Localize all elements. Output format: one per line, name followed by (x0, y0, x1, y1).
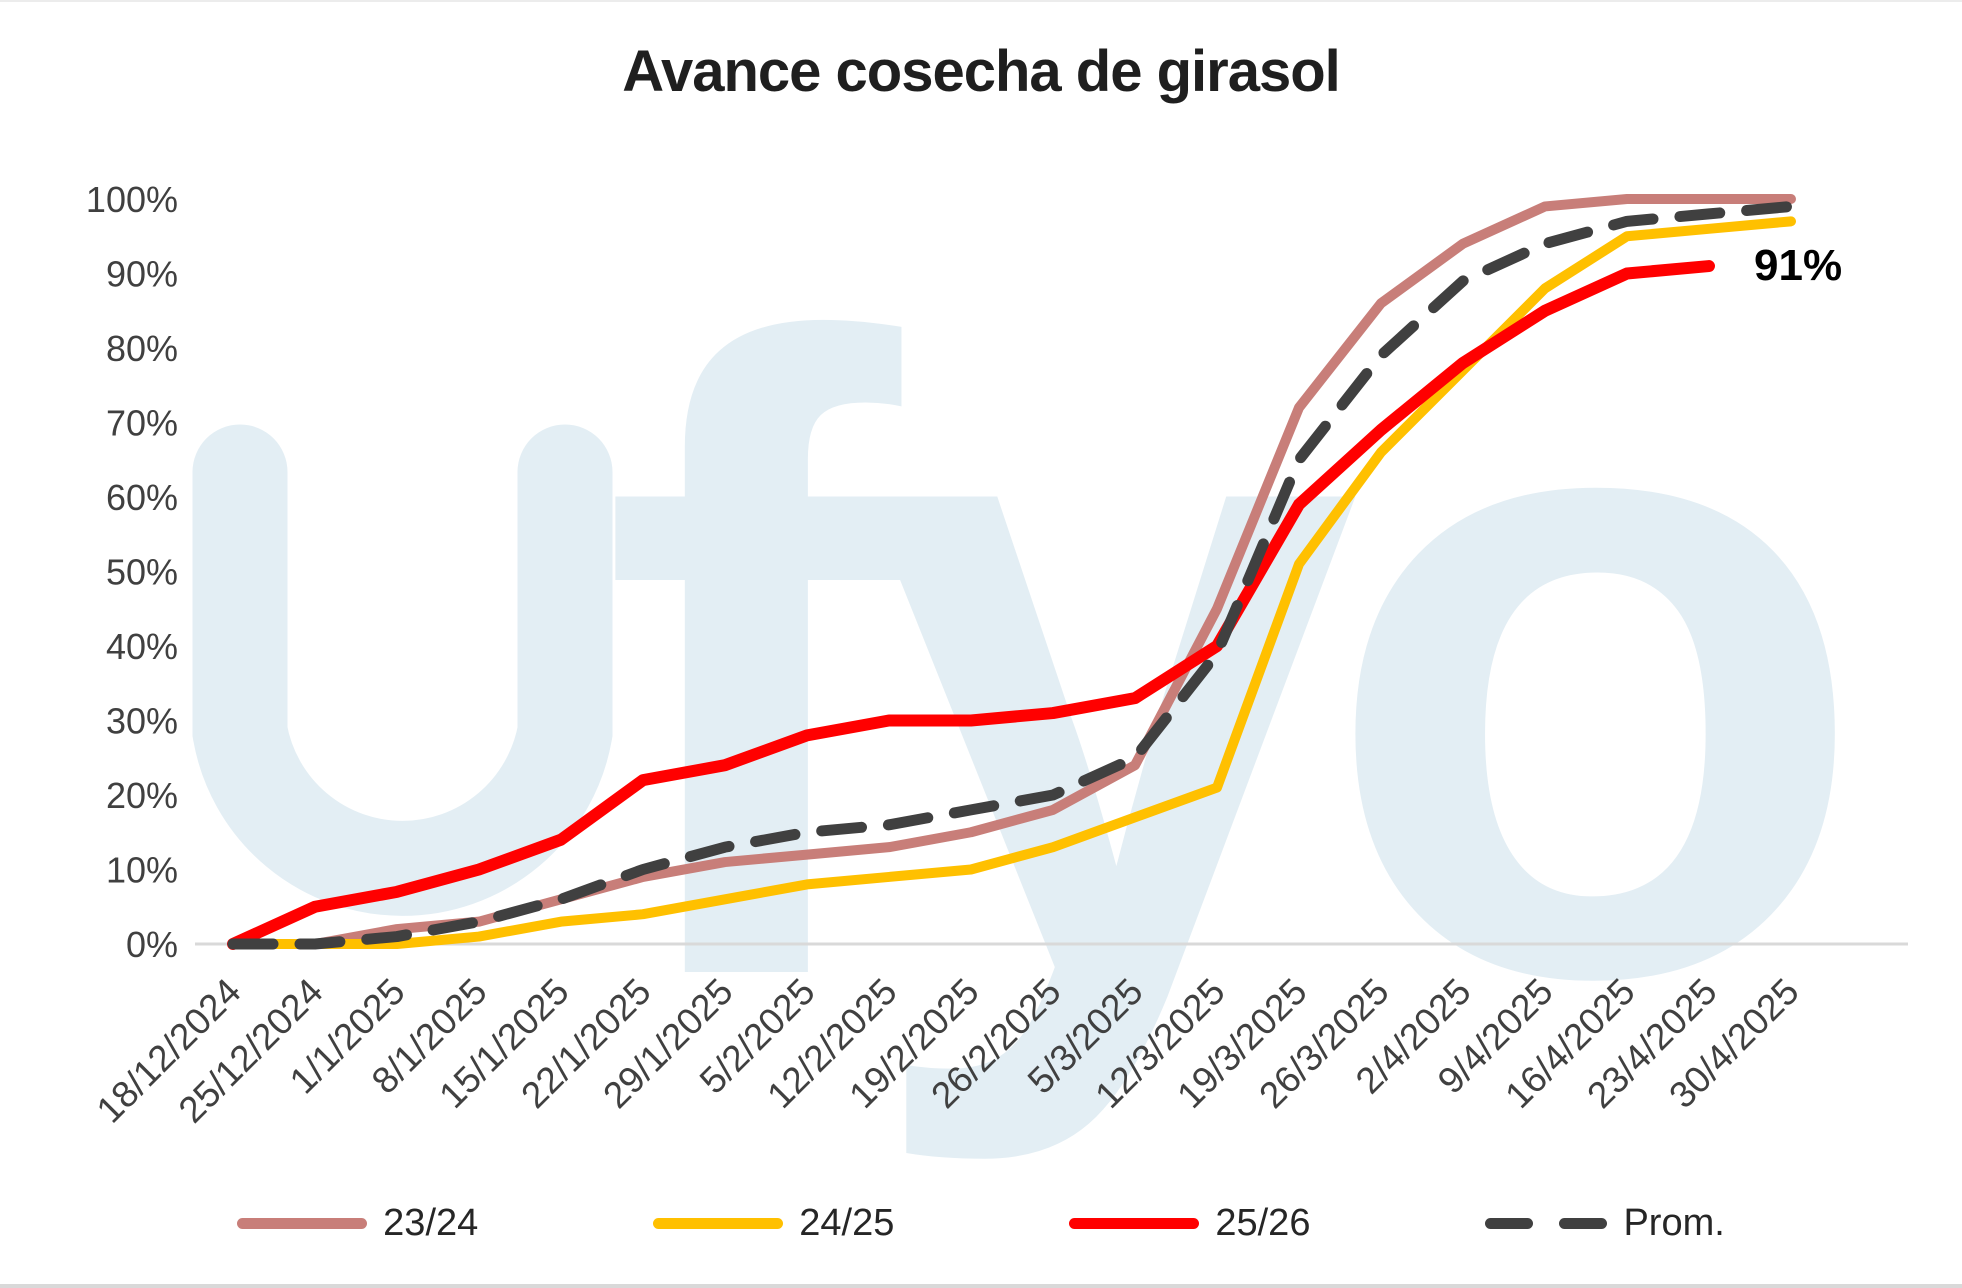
y-tick-label: 100% (86, 179, 178, 220)
legend-label: 24/25 (799, 1202, 895, 1244)
y-tick-label: 30% (106, 701, 178, 742)
watermark-u-shape (192, 424, 613, 916)
y-tick-label: 70% (106, 403, 178, 444)
watermark-fyo-text: fyo (600, 157, 1841, 1169)
legend-item-prom-[interactable]: Prom. (1485, 1202, 1725, 1245)
series-line-23-24 (228, 194, 1796, 949)
legend-label: 23/24 (383, 1202, 479, 1244)
legend-item-24-25[interactable]: 24/25 (653, 1202, 894, 1245)
legend-line-swatch (653, 1218, 784, 1229)
y-tick-label: 20% (106, 775, 178, 816)
legend-line-swatch (237, 1218, 368, 1229)
y-tick-label: 50% (106, 552, 178, 593)
legend-item-25-26[interactable]: 25/26 (1069, 1202, 1310, 1245)
y-tick-label: 60% (106, 477, 178, 518)
legend-dashed-line-swatch (1485, 1218, 1608, 1229)
legend-label: 25/26 (1215, 1202, 1311, 1244)
y-tick-label: 80% (106, 328, 178, 369)
series-line-24-25 (228, 216, 1796, 949)
chart-legend: 23/24 24/25 25/26 Prom. (0, 1202, 1962, 1245)
y-tick-label: 40% (106, 626, 178, 667)
fyo-watermark-logo: fyo (192, 157, 1881, 1169)
legend-dash-segment (1559, 1218, 1608, 1229)
legend-line-swatch (1069, 1218, 1200, 1229)
y-tick-label: 0% (126, 924, 178, 965)
legend-label: Prom. (1623, 1202, 1725, 1244)
y-tick-label: 10% (106, 850, 178, 891)
legend-item-23-24[interactable]: 23/24 (237, 1202, 478, 1245)
end-value-annotation: 91% (1754, 241, 1842, 290)
series-line-25-26 (227, 260, 1715, 950)
y-axis-labels: 0% 10% 20% 30% 40% 50% 60% 70% 80% 90% 100% (86, 179, 178, 965)
legend-dash-segment (1485, 1218, 1534, 1229)
series-lines (227, 194, 1797, 950)
y-tick-label: 90% (106, 254, 178, 295)
chart-title: Avance cosecha de girasol (622, 39, 1341, 104)
